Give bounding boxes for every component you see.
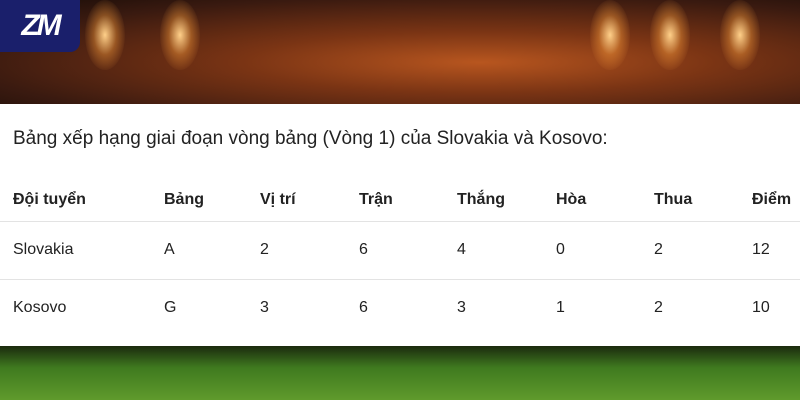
- spotlight: [650, 0, 690, 70]
- cell-won: 3: [444, 278, 543, 337]
- cell-position: 2: [247, 220, 346, 279]
- header-position: Vị trí: [260, 191, 296, 209]
- spotlight: [85, 0, 125, 70]
- cell-group: G: [151, 278, 247, 337]
- site-logo: ZM: [0, 0, 80, 52]
- table-header-row: Đội tuyển Bảng Vị trí Trận Thắng Hòa Thu…: [0, 180, 800, 221]
- cell-won: 4: [444, 220, 543, 279]
- header-won: Thắng: [457, 191, 505, 209]
- cell-team: Kosovo: [0, 278, 151, 337]
- header-team: Đội tuyển: [13, 191, 86, 209]
- cell-points: 10: [739, 278, 800, 337]
- cell-position: 3: [247, 278, 346, 337]
- table-caption: Bảng xếp hạng giai đoạn vòng bảng (Vòng …: [13, 128, 608, 149]
- table-row: Kosovo G 3 6 3 1 2 10: [0, 278, 800, 337]
- cell-lost: 2: [641, 278, 739, 337]
- header-played: Trận: [359, 191, 393, 209]
- spotlight: [160, 0, 200, 70]
- cell-lost: 2: [641, 220, 739, 279]
- cell-drawn: 1: [543, 278, 641, 337]
- stadium-lights-banner: ZM: [0, 0, 800, 104]
- header-group: Bảng: [164, 191, 204, 209]
- header-lost: Thua: [654, 191, 693, 209]
- cell-group: A: [151, 220, 247, 279]
- standings-table: Đội tuyển Bảng Vị trí Trận Thắng Hòa Thu…: [0, 180, 800, 337]
- header-points: Điểm: [752, 191, 792, 209]
- cell-points: 12: [739, 220, 800, 279]
- standings-panel: Bảng xếp hạng giai đoạn vòng bảng (Vòng …: [0, 104, 800, 346]
- table-row: Slovakia A 2 6 4 0 2 12: [0, 220, 800, 279]
- spotlight: [720, 0, 760, 70]
- cell-played: 6: [346, 220, 444, 279]
- cell-drawn: 0: [543, 220, 641, 279]
- cell-played: 6: [346, 278, 444, 337]
- header-drawn: Hòa: [556, 191, 587, 209]
- cell-team: Slovakia: [0, 220, 151, 279]
- spotlight: [590, 0, 630, 70]
- football-pitch-banner: [0, 346, 800, 400]
